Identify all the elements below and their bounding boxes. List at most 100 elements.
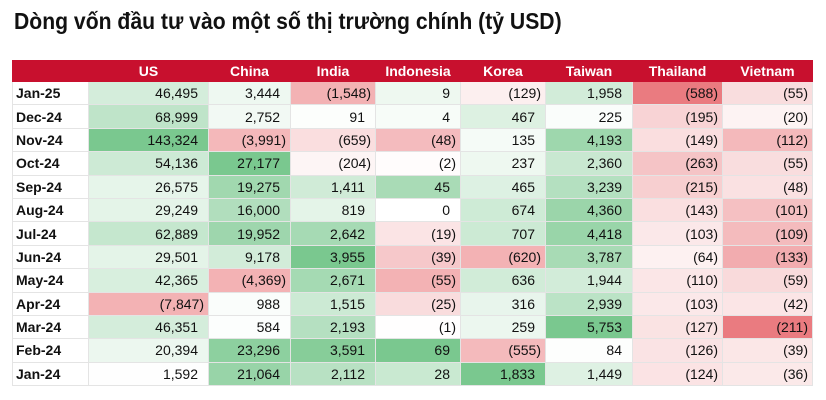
table-row: Jan-24 1,592 21,064 2,112 28 1,833 1,449 (124)(… [12,361,813,387]
table-body: Jan-25 46,495 3,444 (1,548) 9 (129) 1,958 (588)… [12,80,813,387]
row-label: Jul-24 [12,221,89,246]
value-cell: (103) [632,221,723,246]
value-cell: (126) [632,338,723,363]
value-cell: 1,449 [545,361,633,387]
value-cell: 1,592 [88,361,209,387]
row-label: Apr-24 [12,291,89,316]
value-cell: 3,787 [545,244,633,270]
value-cell: (263) [632,151,723,176]
value-cell: 16,000 [208,197,291,223]
value-cell: (48) [722,174,813,199]
value-cell: (1) [375,314,461,340]
value-cell: 237 [460,151,546,176]
value-cell: (109) [722,221,813,246]
row-label: Nov-24 [12,127,89,153]
value-cell: (204) [290,151,376,176]
table-row: May-24 42,365 (4,369) 2,671 (55) 636 1,944 (110… [12,268,813,293]
value-cell: 988 [208,291,291,316]
value-cell: 84 [545,338,633,363]
table-row: Sep-24 26,575 19,275 1,411 45 465 3,239 (215) (4… [12,174,813,199]
value-cell: (2) [375,151,461,176]
column-header: Indonesia [375,60,461,82]
value-cell: (127) [632,314,723,340]
column-header: Vietnam [722,60,813,82]
header-row: US China India Indonesia Korea Taiwan Thailand… [12,60,813,82]
value-cell: 2,360 [545,151,633,176]
row-label: Aug-24 [12,197,89,223]
value-cell: 4,418 [545,221,633,246]
value-cell: (1,548) [290,80,376,106]
value-cell: (59) [722,268,813,293]
value-cell: 21,064 [208,361,291,387]
column-header: India [290,60,376,82]
value-cell: (215) [632,174,723,199]
value-cell: 20,394 [88,338,209,363]
value-cell: 1,958 [545,80,633,106]
value-cell: (3,991) [208,127,291,153]
row-label: May-24 [12,268,89,293]
value-cell: (124) [632,361,723,387]
value-cell: (195) [632,104,723,129]
column-header: China [208,60,291,82]
value-cell: (110) [632,268,723,293]
value-cell: 3,591 [290,338,376,363]
column-header: US [88,60,209,82]
value-cell: (149) [632,127,723,153]
value-cell: (25) [375,291,461,316]
value-cell: 1,944 [545,268,633,293]
value-cell: 45 [375,174,461,199]
value-cell: 1,411 [290,174,376,199]
table-row: Jan-25 46,495 3,444 (1,548) 9 (129) 1,958 (588)… [12,80,813,106]
value-cell: 3,239 [545,174,633,199]
value-cell: (112) [722,127,813,153]
value-cell: (36) [722,361,813,387]
value-cell: 674 [460,197,546,223]
value-cell: (133) [722,244,813,270]
table-row: Apr-24 (7,847) 988 1,515 (25) 316 2,939 (103) (4… [12,291,813,316]
value-cell: 27,177 [208,151,291,176]
value-cell: 23,296 [208,338,291,363]
value-cell: 3,444 [208,80,291,106]
value-cell: 9,178 [208,244,291,270]
value-cell: (55) [722,80,813,106]
title: Dòng vốn đầu tư vào một số thị trường ch… [14,8,562,34]
column-header [12,60,89,82]
value-cell: (555) [460,338,546,363]
value-cell: (48) [375,127,461,153]
table-row: Mar-24 46,351 584 2,193 (1) 259 5,753 (127) (211… [12,314,813,340]
value-cell: 135 [460,127,546,153]
value-cell: 1,515 [290,291,376,316]
value-cell: 46,351 [88,314,209,340]
row-label: Jan-25 [12,80,89,106]
table-row: Dec-24 68,999 2,752 91 4 467 225 (195) (20) [12,104,813,129]
value-cell: 4 [375,104,461,129]
value-cell: 2,112 [290,361,376,387]
value-cell: (7,847) [88,291,209,316]
column-header: Thailand [632,60,723,82]
value-cell: 19,275 [208,174,291,199]
value-cell: 91 [290,104,376,129]
value-cell: 316 [460,291,546,316]
row-label: Oct-24 [12,151,89,176]
value-cell: 28 [375,361,461,387]
table-row: Oct-24 54,136 27,177 (204) (2) 237 2,360 (263)(… [12,151,813,176]
value-cell: (39) [375,244,461,270]
value-cell: 4,360 [545,197,633,223]
value-cell: (588) [632,80,723,106]
value-cell: (64) [632,244,723,270]
row-label: Jan-24 [12,361,89,387]
value-cell: 68,999 [88,104,209,129]
value-cell: (4,369) [208,268,291,293]
value-cell: 2,939 [545,291,633,316]
value-cell: 46,495 [88,80,209,106]
value-cell: (101) [722,197,813,223]
column-header: Taiwan [545,60,633,82]
value-cell: 707 [460,221,546,246]
row-label: Sep-24 [12,174,89,199]
value-cell: (55) [722,151,813,176]
value-cell: 26,575 [88,174,209,199]
value-cell: 259 [460,314,546,340]
heatmap-table: US China India Indonesia Korea Taiwan Thailand… [12,60,813,387]
value-cell: (20) [722,104,813,129]
